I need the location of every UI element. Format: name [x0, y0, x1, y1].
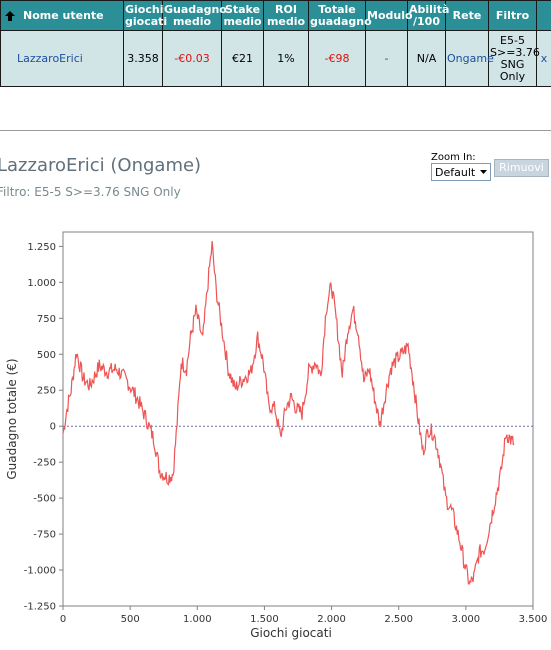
header-filter[interactable]: Filtro — [488, 0, 537, 31]
x-tick-label: 2.000 — [317, 614, 346, 625]
header-avg-profit[interactable]: Guadagno medio — [162, 0, 227, 31]
profit-chart: 0 500 1.000 1.500 2.000 2.500 3.000 3.500 1.250… — [5, 231, 548, 640]
stake-value: €21 — [221, 30, 264, 87]
chevron-down-icon — [480, 170, 487, 174]
x-tick-label: 0 — [60, 614, 66, 625]
y-axis: 1.250 1.000 750 500 250 0 -250 -500 -750 -1.000 -1… — [24, 242, 63, 613]
network-link[interactable]: Ongame — [445, 30, 494, 87]
filter-line: S>=3.76 — [490, 45, 540, 59]
x-tick-label: 3.500 — [519, 614, 548, 625]
module-value: - — [365, 30, 408, 87]
y-tick-label: -750 — [33, 530, 56, 541]
header-games[interactable]: Giochi giocati — [123, 0, 167, 31]
header-user-label: Nome utente — [23, 8, 104, 22]
zoom-select[interactable]: Default — [431, 163, 491, 181]
header-stake-l2: medio — [223, 14, 262, 28]
header-total-l1: Totale — [318, 2, 356, 16]
roi-value: 1% — [263, 30, 309, 87]
ability-value: N/A — [407, 30, 446, 87]
y-tick-label: 250 — [37, 386, 56, 397]
remove-button[interactable]: Rimuovi — [494, 159, 549, 177]
page-title: LazzaroErici (Ongame) — [0, 155, 202, 176]
section-divider — [0, 130, 551, 131]
header-roi-l2: medio — [266, 14, 306, 28]
filter-subtitle: Filtro: E5-5 S>=3.76 SNG Only — [0, 185, 181, 199]
header-games-l1: Giochi — [125, 2, 164, 16]
header-games-l2: giocati — [125, 14, 168, 28]
avg-profit-value: -€0.03 — [162, 30, 222, 87]
header-avg-l1: Guadagno — [164, 2, 227, 16]
y-tick-label: -250 — [33, 458, 56, 469]
x-tick-label: 3.000 — [452, 614, 481, 625]
header-roi-l1: ROI — [275, 2, 297, 16]
header-empty — [536, 0, 551, 31]
header-network[interactable]: Rete — [445, 0, 489, 31]
header-stake[interactable]: Stake medio — [221, 0, 264, 31]
y-tick-label: 0 — [50, 422, 56, 433]
header-total-l2: guadagno — [310, 14, 372, 28]
table-row: LazzaroErici 3.358 -€0.03 €21 1% -€98 - … — [0, 30, 551, 87]
y-tick-label: -500 — [33, 494, 56, 505]
zoom-select-value: Default — [435, 166, 476, 179]
y-tick-label: -1.000 — [24, 566, 56, 577]
header-roi[interactable]: ROI medio — [263, 0, 309, 31]
total-value: -€98 — [308, 30, 366, 87]
filter-line: Only — [499, 69, 526, 83]
user-link[interactable]: LazzaroErici — [0, 30, 124, 87]
header-user[interactable]: Nome utente — [0, 0, 124, 31]
remove-row-link[interactable]: x — [536, 30, 551, 87]
header-avg-l2: medio — [172, 14, 212, 28]
header-stake-l1: Stake — [224, 2, 261, 16]
y-tick-label: 750 — [37, 314, 56, 325]
stats-table: Nome utente Giochi giocati Guadagno medio … — [0, 0, 551, 87]
y-tick-label: 500 — [37, 350, 56, 361]
zoom-label: Zoom In: — [431, 152, 476, 163]
header-ability[interactable]: Abilità/100 — [407, 0, 450, 31]
filter-value: E5-5 S>=3.76 SNG Only — [488, 30, 540, 87]
filter-line: SNG — [500, 57, 525, 71]
x-tick-label: 500 — [121, 614, 140, 625]
y-tick-label: 1.250 — [27, 242, 56, 253]
y-tick-label: -1.250 — [24, 602, 56, 613]
x-tick-label: 1.500 — [250, 614, 279, 625]
x-tick-label: 1.000 — [183, 614, 212, 625]
filter-line: E5-5 — [500, 33, 525, 47]
series-line — [62, 240, 515, 586]
stats-header-row: Nome utente Giochi giocati Guadagno medio … — [0, 0, 551, 31]
sort-up-arrow-icon[interactable] — [5, 10, 15, 21]
x-axis: 0 500 1.000 1.500 2.000 2.500 3.000 3.500 — [60, 606, 548, 625]
x-tick-label: 2.500 — [384, 614, 413, 625]
header-total[interactable]: Totale guadagno — [308, 0, 372, 31]
y-tick-label: 1.000 — [27, 278, 56, 289]
header-ability-l2: /100 — [413, 14, 440, 28]
plot-area — [62, 231, 534, 607]
games-value: 3.358 — [123, 30, 163, 87]
header-ability-l1: Abilità — [409, 2, 450, 16]
header-module[interactable]: Modulo — [365, 0, 413, 31]
y-axis-label: Guadagno totale (€) — [5, 358, 19, 479]
x-axis-label: Giochi giocati — [250, 626, 332, 640]
